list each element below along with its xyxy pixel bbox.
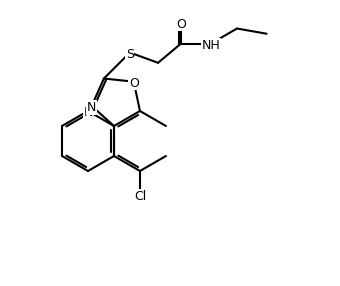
Text: NH: NH [202, 39, 220, 51]
Text: S: S [126, 47, 134, 61]
Text: O: O [129, 77, 139, 90]
Text: N: N [83, 106, 93, 119]
Text: N: N [87, 101, 96, 114]
Text: Cl: Cl [134, 190, 146, 203]
Text: O: O [176, 17, 186, 31]
